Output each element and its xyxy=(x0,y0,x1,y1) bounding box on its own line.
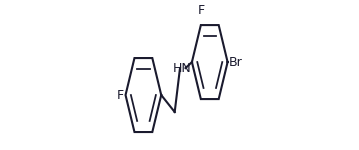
Text: HN: HN xyxy=(172,61,191,75)
Text: F: F xyxy=(198,4,205,17)
Text: Br: Br xyxy=(229,56,243,69)
Text: F: F xyxy=(117,88,124,102)
